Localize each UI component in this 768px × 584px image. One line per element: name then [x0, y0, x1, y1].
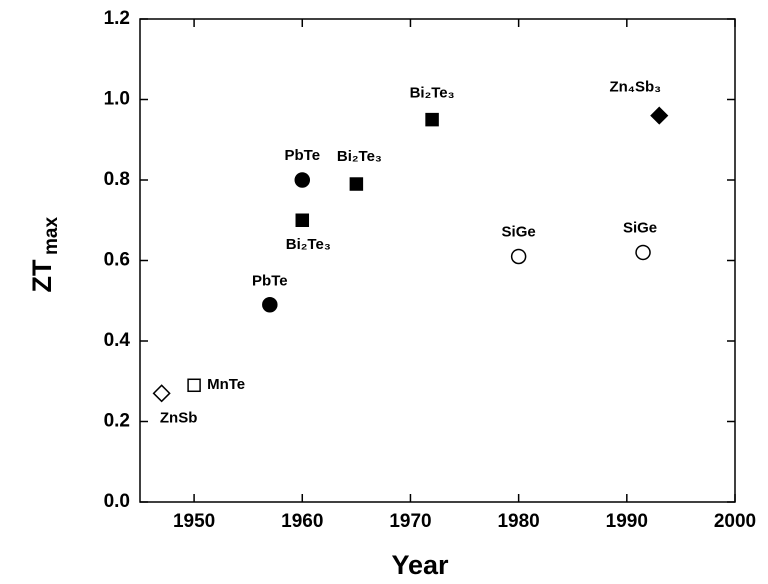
y-tick-label: 0.8 — [104, 169, 130, 190]
point — [349, 177, 364, 191]
y-axis-label: ZT — [27, 259, 57, 292]
y-tick-label: 1.0 — [104, 89, 130, 110]
point — [650, 106, 669, 125]
point — [294, 172, 311, 188]
point-label: Bi₂Te₃ — [286, 236, 331, 253]
x-tick-label: 1970 — [389, 511, 431, 532]
y-tick-label: 0.6 — [104, 250, 130, 271]
x-tick-label: 1950 — [173, 511, 215, 532]
point — [262, 297, 278, 313]
point — [510, 248, 527, 265]
x-tick-label: 1960 — [281, 511, 323, 532]
x-tick-label: 2000 — [714, 511, 756, 532]
x-axis-label: Year — [391, 550, 449, 580]
point-label: Zn₄Sb₃ — [609, 79, 661, 96]
x-tick-label: 1980 — [497, 511, 539, 532]
y-axis-label-subscript: max — [41, 217, 62, 255]
point-label: MnTe — [207, 376, 245, 393]
point-label: Bi₂Te₃ — [337, 148, 382, 165]
y-tick-label: 0.0 — [104, 491, 130, 512]
point-label: PbTe — [284, 147, 320, 164]
point-label: SiGe — [623, 219, 657, 236]
point-label: PbTe — [252, 273, 288, 290]
point — [425, 112, 439, 127]
point — [635, 244, 651, 261]
point — [295, 213, 310, 227]
y-tick-label: 0.2 — [104, 411, 130, 432]
point — [152, 384, 171, 403]
point-label: SiGe — [502, 223, 536, 240]
y-axis-label-group: ZT max — [27, 217, 62, 293]
point-label: ZnSb — [160, 409, 198, 426]
point — [187, 378, 201, 393]
x-tick-label: 1990 — [606, 511, 648, 532]
y-tick-label: 0.4 — [104, 330, 131, 351]
point-label: Bi₂Te₃ — [410, 85, 455, 102]
y-tick-label: 1.2 — [104, 8, 130, 29]
